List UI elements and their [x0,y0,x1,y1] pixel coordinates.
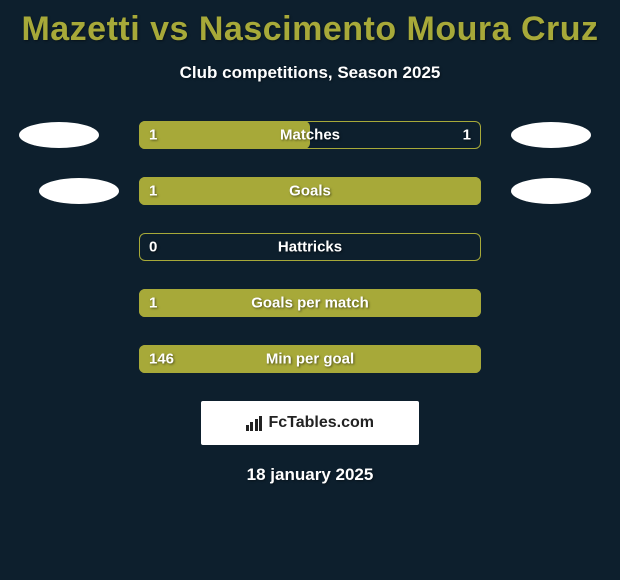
date-text: 18 january 2025 [0,465,620,485]
bar-chart-icon [246,415,263,431]
stat-value-left: 1 [149,295,157,312]
stat-label: Matches [280,127,340,144]
stat-value-left: 1 [149,183,157,200]
stat-label: Min per goal [266,351,354,368]
stat-value-left: 0 [149,239,157,256]
stat-row: Min per goal 146 [0,345,620,373]
subtitle: Club competitions, Season 2025 [0,63,620,83]
page-title: Mazetti vs Nascimento Moura Cruz [0,0,620,49]
stat-row: Goals per match 1 [0,289,620,317]
player-chip-right [511,122,591,148]
logo-box: FcTables.com [201,401,419,445]
stat-row: Goals 1 [0,177,620,205]
stat-bar: Matches 1 1 [139,121,481,149]
stat-row: Matches 1 1 [0,121,620,149]
stat-bar: Hattricks 0 [139,233,481,261]
player-chip-left [39,178,119,204]
stat-label: Goals [289,183,331,200]
stat-bar: Goals 1 [139,177,481,205]
player-chip-right [511,178,591,204]
stat-value-right: 1 [463,127,471,144]
player-chip-left [19,122,99,148]
stat-bar: Min per goal 146 [139,345,481,373]
stat-value-left: 1 [149,127,157,144]
stat-label: Hattricks [278,239,342,256]
stat-bar: Goals per match 1 [139,289,481,317]
fctables-logo: FcTables.com [246,414,374,432]
logo-label: FcTables.com [268,414,374,432]
stat-row: Hattricks 0 [0,233,620,261]
stat-rows: Matches 1 1 Goals 1 Hattricks 0 Goals per match… [0,121,620,373]
stat-value-left: 146 [149,351,174,368]
stat-label: Goals per match [251,295,369,312]
